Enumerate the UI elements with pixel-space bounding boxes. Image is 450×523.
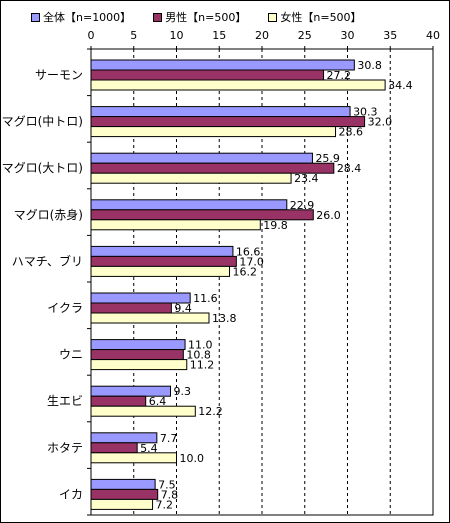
data-label: 7.8	[161, 488, 179, 501]
data-label: 34.4	[388, 79, 413, 92]
x-tick-label: 5	[130, 29, 137, 42]
data-label: 25.9	[315, 152, 340, 165]
category-label: マグロ(大トロ)	[2, 161, 83, 175]
bar	[90, 255, 237, 267]
legend-swatch-total	[31, 12, 40, 22]
category-label: ウニ	[59, 348, 83, 362]
category-label: ホタテ	[47, 441, 83, 455]
x-tick-label: 40	[426, 29, 440, 42]
data-label: 16.6	[236, 245, 261, 258]
bar	[90, 219, 261, 231]
data-label: 30.8	[357, 59, 382, 72]
legend-item-total: 全体【n=1000】	[31, 9, 131, 25]
bar	[90, 498, 154, 510]
legend-item-female: 女性【n=500】	[268, 9, 362, 25]
bar	[90, 442, 138, 454]
category-label: マグロ(中トロ)	[2, 114, 83, 129]
legend-label-total: 全体【n=1000】	[43, 11, 132, 24]
bar	[90, 106, 351, 118]
legend-item-male: 男性【n=500】	[153, 9, 246, 25]
category-label: イクラ	[47, 301, 83, 315]
data-label: 9.4	[174, 302, 192, 315]
category-label: マグロ(赤身)	[14, 207, 83, 222]
data-label: 5.4	[140, 442, 158, 455]
bar	[90, 59, 355, 71]
category-label: ハマチ、ブリ	[12, 253, 83, 268]
data-label: 28.4	[337, 162, 362, 175]
bar	[90, 349, 184, 361]
x-tick-label: 35	[383, 29, 397, 42]
x-tick-label: 0	[88, 29, 95, 42]
data-label: 7.2	[156, 498, 174, 511]
bar	[90, 478, 156, 490]
bar	[90, 116, 366, 128]
x-tick-label: 25	[298, 29, 312, 42]
data-label: 30.3	[353, 106, 378, 119]
legend-label-female: 女性【n=500】	[280, 11, 362, 24]
data-label: 10.8	[186, 349, 211, 362]
data-label: 23.4	[294, 172, 319, 185]
x-tick-label: 15	[212, 29, 226, 42]
bar	[90, 405, 196, 417]
category-label: サーモン	[35, 68, 83, 82]
data-label: 22.9	[290, 199, 315, 212]
bar	[90, 395, 147, 407]
data-label: 11.0	[188, 339, 213, 352]
data-label: 28.6	[339, 126, 364, 139]
bar	[90, 199, 288, 211]
x-tick-label: 20	[255, 29, 269, 42]
data-label: 7.7	[160, 432, 178, 445]
legend-swatch-male	[153, 12, 163, 22]
bar	[90, 126, 337, 138]
data-label: 6.4	[149, 395, 167, 408]
category-label: 生エビ	[47, 394, 83, 408]
bar	[90, 172, 292, 184]
data-label: 27.2	[327, 69, 352, 82]
data-label: 26.0	[316, 209, 341, 222]
legend: 全体【n=1000】 男性【n=500】 女性【n=500】	[31, 9, 362, 25]
bar	[90, 339, 186, 351]
data-label: 13.8	[212, 312, 237, 325]
bar	[90, 79, 386, 91]
data-label: 12.2	[198, 405, 223, 418]
x-tick-label: 10	[170, 29, 184, 42]
bar	[90, 245, 234, 257]
category-label: イカ	[59, 487, 83, 501]
data-label: 16.2	[233, 265, 258, 278]
legend-label-male: 男性【n=500】	[165, 11, 247, 24]
data-label: 9.3	[174, 385, 192, 398]
bar	[90, 312, 210, 324]
x-tick-label: 30	[341, 29, 355, 42]
bar	[90, 69, 325, 81]
data-label: 32.0	[368, 116, 393, 129]
bar	[90, 152, 313, 164]
data-label: 11.6	[193, 292, 218, 305]
data-label: 11.2	[190, 359, 215, 372]
legend-swatch-female	[268, 12, 278, 22]
data-label: 17.0	[239, 255, 264, 268]
data-label: 7.5	[158, 478, 176, 491]
data-label: 19.8	[263, 219, 288, 232]
bar	[90, 488, 159, 500]
bar	[90, 359, 188, 371]
data-label: 10.0	[180, 452, 205, 465]
bar	[90, 452, 177, 464]
bar	[90, 302, 172, 314]
bar	[90, 265, 231, 277]
